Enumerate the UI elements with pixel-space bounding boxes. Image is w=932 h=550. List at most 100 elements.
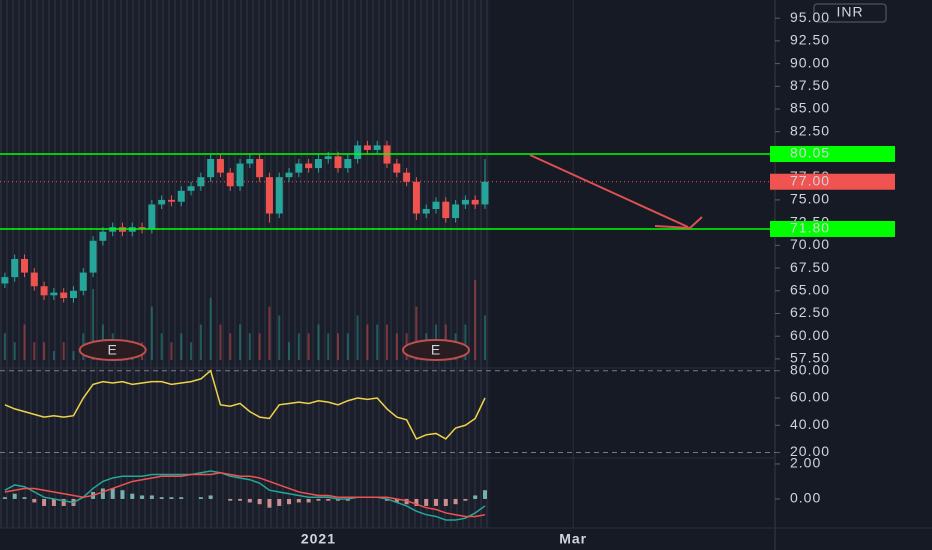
candle-body [256,159,264,178]
macd-histogram-bar [149,495,154,499]
candle-body [295,163,303,173]
volume-bar [33,342,36,360]
volume-bar [386,324,389,360]
volume-bar [278,315,281,360]
macd-histogram-bar [316,498,321,501]
y-tick-label: 85.00 [790,100,830,116]
volume-bar [366,324,369,360]
macd-histogram-bar [482,490,487,499]
macd-histogram-bar [453,498,458,505]
candle-body [148,204,156,229]
rsi-line [4,369,486,440]
macd-line [4,470,486,521]
y-tick-label: 87.50 [790,77,830,93]
volume-bar [239,324,242,360]
volume-bar [3,333,6,360]
volume-bar [415,306,418,360]
volume-bar [307,333,310,360]
candle-body [177,190,185,202]
volume-bar [219,324,222,360]
y-tick-label: 62.50 [790,304,830,320]
volume-bar [92,288,95,360]
macd-line [4,471,486,518]
candle-body [314,159,322,169]
candle-body [265,177,273,214]
event-marker [401,339,470,361]
candle-body [20,258,28,273]
candle-body [412,181,420,214]
volume-bar [180,333,183,360]
volume-bar [209,297,212,360]
volume-bar [13,342,16,360]
candle-body [216,159,224,173]
volume-bar [376,324,379,360]
macd-histogram-bar [61,498,66,506]
price-label-box [770,146,895,163]
volume-bar [160,333,163,360]
candle-body [89,240,97,273]
y-tick-label: 90.00 [790,54,830,70]
macd-histogram-bar [336,498,341,501]
macd-histogram-bar [100,488,105,499]
volume-bar [395,333,398,360]
volume-bar [356,315,359,360]
macd-histogram-bar [385,498,390,501]
macd-histogram-bar [179,497,184,499]
macd-histogram-bar [169,497,174,499]
candle-body [138,227,146,229]
macd-histogram-bar [22,497,27,499]
macd-histogram-bar [463,498,468,501]
candle-body [324,156,332,160]
macd-histogram-bar [267,498,272,508]
macd-histogram-bar [130,493,135,499]
rsi-tick-label: 40.00 [790,416,830,432]
candle-body [207,159,215,178]
currency: INR [836,4,863,20]
candle-body [373,145,381,150]
macd-histogram-bar [424,498,429,506]
macd-histogram-bar [247,498,252,503]
volume-bar [170,342,173,360]
candle-body [285,172,293,178]
macd-histogram-bar [2,497,7,499]
y-tick-label: 57.50 [790,350,830,366]
volume-bar [337,333,340,360]
macd-histogram-bar [42,498,47,506]
volume-bar [288,342,291,360]
volume-bar [190,342,193,360]
x-tick-label: Mar [559,531,587,547]
y-tick-label: 60.00 [790,327,830,343]
last-price-box [770,173,895,190]
event-label: E [108,342,118,358]
macd-histogram-bar [120,490,125,499]
candle-body [442,201,450,219]
macd-histogram-bar [443,498,448,506]
volume-bar [317,324,320,360]
candle-body [1,277,9,284]
x-tick-label: 2021 [301,531,336,547]
y-tick-label: 75.00 [790,191,830,207]
candle-body [275,177,283,214]
candle-body [167,199,175,202]
price-label: 71.80 [790,220,830,236]
volume-bar [483,315,486,360]
candle-body [79,272,87,291]
y-tick-label: 65.00 [790,281,830,297]
candle-body [226,172,234,187]
candle-body [422,208,430,214]
volume-bar [464,324,467,360]
arrow-head [654,216,703,230]
macd-histogram-bar [404,498,409,505]
candle-body [246,159,254,164]
candle-body [69,290,77,299]
event-label: E [431,342,441,358]
candle-body [158,199,166,205]
candle-body [461,199,469,205]
price-label: 80.05 [790,145,830,161]
macd-histogram-bar [257,498,262,505]
candle-body [99,231,107,241]
volume-bar [346,333,349,360]
volume-bar [327,333,330,360]
candle-body [50,292,58,296]
